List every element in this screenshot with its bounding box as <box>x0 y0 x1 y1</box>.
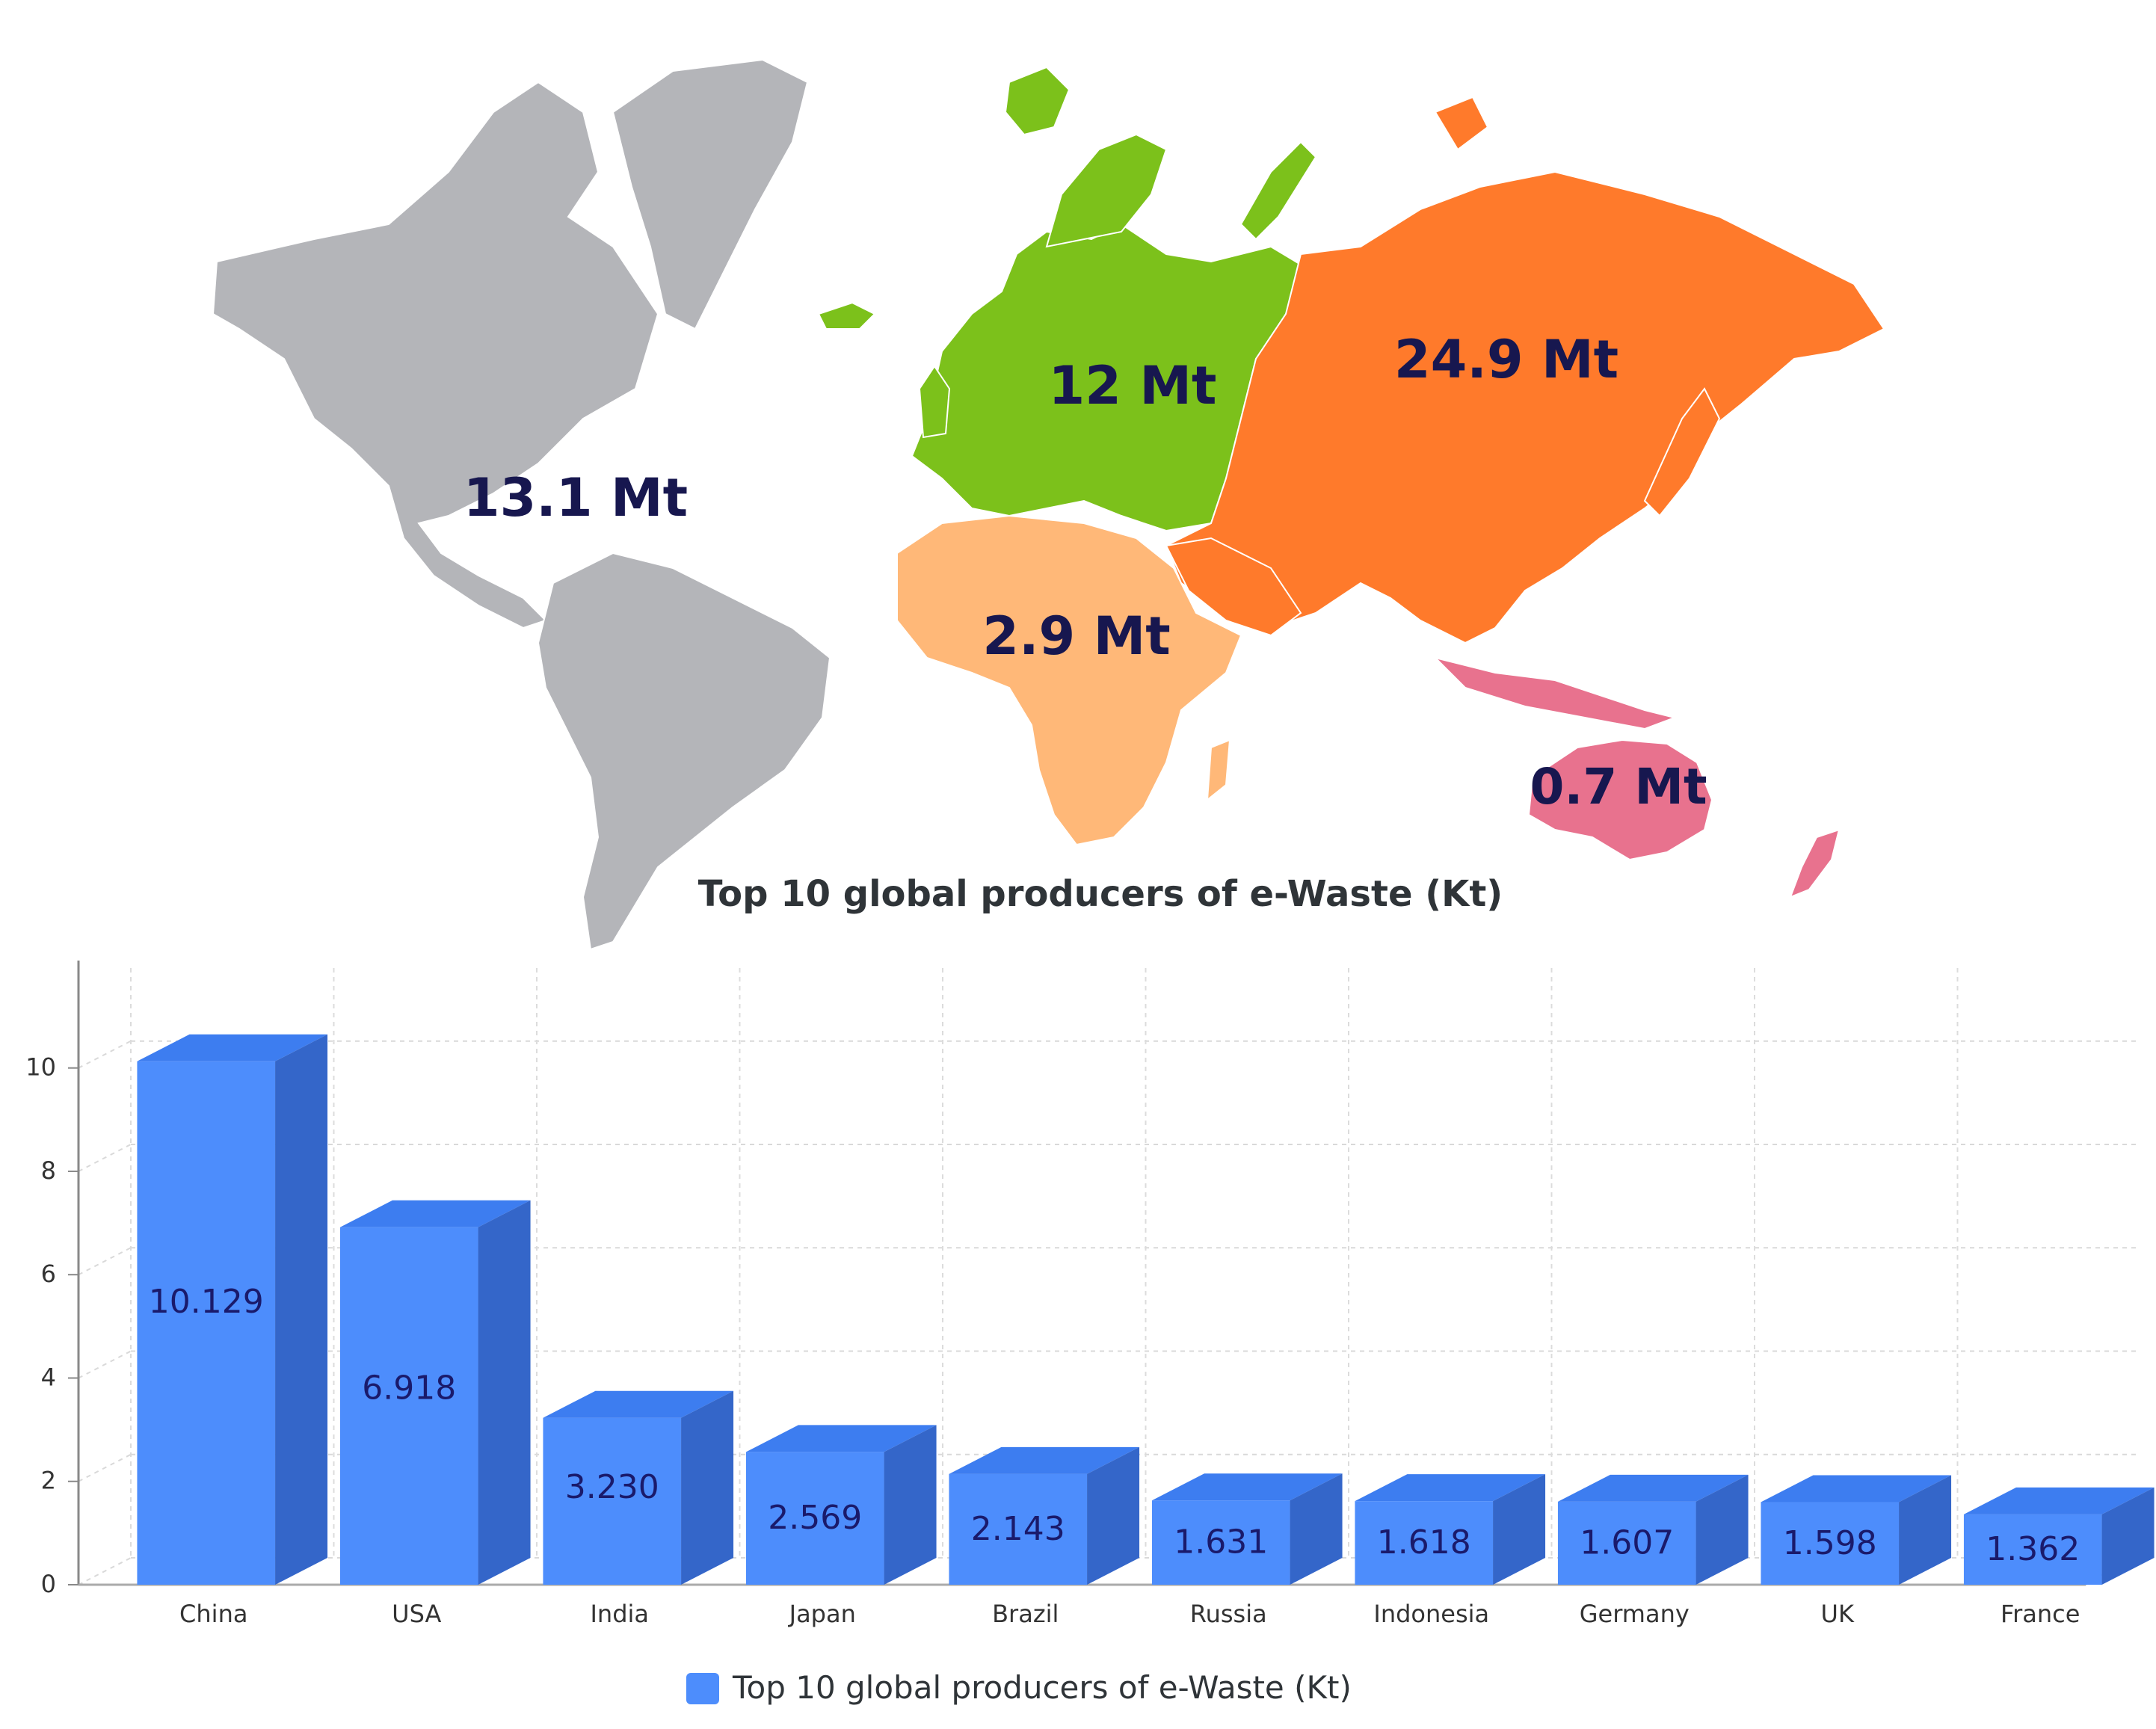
value-label-brazil: 2.143 <box>971 1510 1065 1548</box>
arabia-shape <box>1165 537 1302 637</box>
value-label-uk: 1.598 <box>1783 1524 1877 1562</box>
bar-russia-side <box>1290 1473 1343 1585</box>
x-tick-label-uk: UK <box>1821 1600 1855 1628</box>
bar-china-side <box>275 1034 328 1585</box>
value-label-indonesia: 1.618 <box>1377 1523 1471 1562</box>
bar-india-front <box>543 1417 682 1585</box>
y-tick-label: 10 <box>25 1053 56 1082</box>
arctic-islands-shape <box>1434 96 1489 151</box>
asia-shape <box>1165 170 1885 644</box>
gridline-depth <box>78 1040 132 1069</box>
legend-label: Top 10 global producers of e-Waste (Kt) <box>732 1669 1352 1706</box>
bar-uk-front <box>1761 1502 1900 1585</box>
bar-india-top <box>543 1390 734 1418</box>
iceland-shape <box>817 301 876 330</box>
label-oceania: 0.7 Mt <box>1530 758 1707 816</box>
y-tick-label: 2 <box>41 1467 56 1495</box>
value-label-russia: 1.631 <box>1174 1523 1268 1562</box>
bar-china-front <box>137 1061 276 1585</box>
region-africa <box>896 514 1242 846</box>
bar-russia-top <box>1151 1473 1343 1501</box>
bar-indonesia-side <box>1493 1474 1546 1585</box>
y-tick-label: 8 <box>41 1156 56 1185</box>
value-label-japan: 2.569 <box>768 1499 862 1537</box>
bar-indonesia-top <box>1355 1474 1546 1502</box>
bar-usa-side <box>478 1200 531 1585</box>
gridline-depth <box>78 1247 132 1276</box>
value-label-france: 1.362 <box>1986 1530 2080 1568</box>
new-zealand-shape <box>1789 828 1841 899</box>
region-europe <box>817 66 1317 532</box>
bar-brazil-front <box>949 1473 1088 1585</box>
svalbard-shape <box>1004 66 1071 136</box>
world-map: 13.1 Mt 12 Mt 24.9 Mt 2.9 Mt 0.7 Mt Top … <box>212 58 1885 951</box>
south-america-shape <box>537 552 831 951</box>
legend-swatch <box>686 1673 719 1704</box>
value-label-usa: 6.918 <box>362 1369 456 1407</box>
region-oceania <box>1432 656 1841 899</box>
bar-india-side <box>681 1390 734 1585</box>
value-label-china: 10.129 <box>149 1283 264 1321</box>
bar-france-top <box>1963 1487 2155 1514</box>
bar-indonesia-front <box>1355 1501 1494 1585</box>
chart-title: Top 10 global producers of e-Waste (Kt) <box>698 873 1503 915</box>
scandinavia-shape <box>1045 133 1168 248</box>
bar-germany-side <box>1695 1474 1749 1585</box>
y-tick-label: 4 <box>41 1363 56 1391</box>
x-tick-label-brazil: Brazil <box>992 1600 1059 1628</box>
y-tick-label: 0 <box>41 1570 56 1598</box>
bar-france-front <box>1963 1514 2102 1585</box>
x-tick-label-china: China <box>179 1600 247 1628</box>
bar-japan-side <box>884 1425 937 1585</box>
bar-uk-side <box>1899 1475 1952 1585</box>
novaya-zemlya-shape <box>1239 141 1317 241</box>
bar-brazil-side <box>1087 1446 1140 1585</box>
x-tick-label-indonesia: Indonesia <box>1373 1600 1489 1628</box>
uk-shape <box>918 365 951 439</box>
bars <box>137 1034 2155 1585</box>
bar-brazil-top <box>949 1446 1140 1474</box>
region-asia <box>1165 96 1885 644</box>
label-asia: 24.9 Mt <box>1394 329 1618 390</box>
gridline-depth <box>78 1453 132 1482</box>
japan-shape <box>1643 387 1721 517</box>
bar-france-side <box>2101 1487 2155 1585</box>
label-americas: 13.1 Mt <box>463 467 688 528</box>
bar-germany-top <box>1557 1474 1749 1502</box>
bar-japan-top <box>745 1425 937 1452</box>
greenland-shape <box>612 58 809 330</box>
legend: Top 10 global producers of e-Waste (Kt) <box>686 1669 1352 1706</box>
gridline-depth <box>78 1144 132 1172</box>
bar-chart: 0 2 4 6 8 10 10.129 China 6.918 USA 3.230 India 2.5… <box>25 961 2155 1706</box>
indonesia-shape <box>1432 656 1678 730</box>
north-america-shape <box>212 81 659 629</box>
x-tick-label-france: France <box>2001 1600 2080 1628</box>
label-africa: 2.9 Mt <box>982 605 1171 667</box>
gridline-depth <box>78 1350 132 1379</box>
madagascar-shape <box>1206 739 1231 802</box>
y-tick-label: 6 <box>41 1260 56 1288</box>
bar-usa-top <box>339 1200 531 1227</box>
bar-china-top <box>137 1034 328 1061</box>
australia-shape <box>1527 739 1713 861</box>
x-tick-label-india: India <box>590 1600 649 1628</box>
bar-japan-front <box>745 1452 884 1585</box>
region-americas <box>212 58 831 951</box>
bar-usa-front <box>339 1227 478 1585</box>
x-tick-label-japan: Japan <box>788 1600 856 1628</box>
africa-shape <box>896 514 1242 846</box>
bar-uk-top <box>1761 1475 1952 1503</box>
value-label-india: 3.230 <box>565 1468 659 1506</box>
label-europe: 12 Mt <box>1049 355 1217 416</box>
bar-germany-front <box>1557 1501 1696 1585</box>
gridline-depth <box>78 1557 132 1585</box>
x-tick-label-germany: Germany <box>1580 1600 1690 1628</box>
x-tick-label-russia: Russia <box>1190 1600 1267 1628</box>
x-tick-label-usa: USA <box>392 1600 441 1628</box>
value-label-germany: 1.607 <box>1580 1523 1674 1562</box>
bar-russia-front <box>1151 1500 1290 1585</box>
labels: 10.129 China 6.918 USA 3.230 India 2.569 Japan 2… <box>149 1283 2080 1628</box>
